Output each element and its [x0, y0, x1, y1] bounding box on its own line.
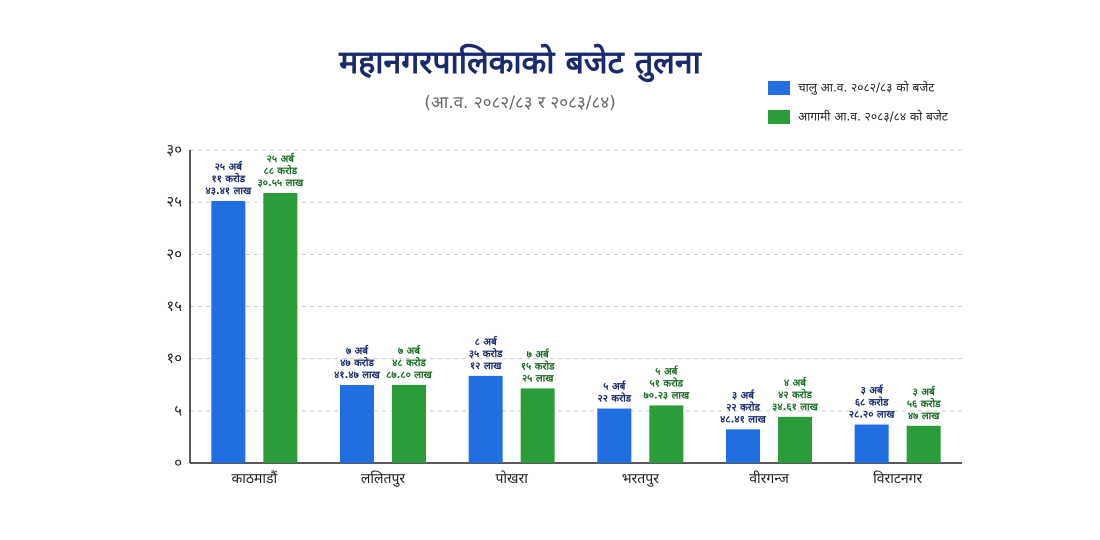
bar [340, 385, 374, 463]
bar [211, 200, 246, 464]
value-label: ८८ करोड [264, 164, 298, 177]
value-label: ४८.४१ लाख [720, 414, 766, 425]
value-label: २५ लाख [522, 373, 554, 384]
chart-subtitle: (आ.व. २०८२/८३ र २०८३/८४) [424, 93, 616, 113]
y-tick-label: १५ [166, 297, 182, 315]
bar [726, 429, 760, 463]
value-label: ७ अर्ब [398, 344, 421, 357]
value-label: १५ करोड [521, 359, 555, 372]
y-tick-label: १० [166, 349, 182, 367]
value-label: ११ करोड [212, 172, 246, 185]
legend-swatch [768, 110, 790, 124]
value-label: ३ अर्ब [913, 385, 936, 398]
value-label: ३४.६१ लाख [772, 402, 818, 413]
value-label: ८ अर्ब [475, 335, 498, 348]
y-tick-label: २५ [166, 193, 182, 211]
x-tick-label: वीरगन्ज [749, 470, 789, 487]
value-label: ३०.५५ लाख [258, 178, 304, 189]
value-label: १२ लाख [470, 361, 502, 372]
legend-label: चालु आ.व. २०८२/८३ को बजेट [798, 81, 935, 96]
chart-title: महानगरपालिकाको बजेट तुलना [338, 43, 703, 83]
y-tick-label: ५ [174, 401, 182, 419]
value-label: २२ करोड [726, 400, 760, 413]
value-label: ७ अर्ब [346, 344, 369, 357]
value-label: २५ अर्ब [215, 160, 244, 173]
x-tick-label: पोखरा [495, 470, 528, 487]
bar [597, 408, 632, 463]
bar [854, 424, 889, 463]
x-tick-label: काठमाडौं [232, 470, 278, 487]
value-label: ५ अर्ब [655, 364, 678, 377]
y-tick-label: ३० [166, 141, 182, 159]
bar [392, 384, 426, 463]
x-tick-label: भरतपुर [622, 471, 659, 487]
value-label: ३ अर्ब [861, 384, 884, 397]
value-label: २५ अर्ब [267, 152, 296, 165]
x-tick-label: विराटनगर [873, 470, 922, 487]
value-label: ४२ करोड [778, 388, 812, 401]
value-label: ४७ करोड [340, 356, 374, 369]
bar [778, 416, 812, 463]
bar [906, 425, 941, 463]
value-label: ७०.२३ लाख [644, 390, 690, 401]
value-label: ५ अर्ब [603, 380, 626, 393]
value-label: ३ अर्ब [732, 388, 755, 401]
value-label: २२ करोड [598, 392, 632, 405]
value-label: ४१.४७ लाख [334, 370, 380, 381]
legend-label: आगामी आ.व. २०८३/८४ को बजेट [798, 110, 949, 124]
value-label: ४७ लाख [908, 411, 940, 422]
value-label: ५१ करोड [650, 376, 684, 389]
value-label: ६८ करोड [855, 396, 889, 409]
bar [468, 375, 503, 463]
y-tick-label: ० [174, 454, 182, 472]
x-tick-label: ललितपुर [361, 470, 406, 487]
bar [520, 388, 555, 463]
value-label: २८.२० लाख [849, 410, 895, 421]
value-label: ३५ करोड [469, 347, 503, 360]
value-label: ४३.४१ लाख [206, 186, 252, 197]
bar [263, 192, 298, 463]
y-tick-label: २० [166, 245, 182, 263]
bar [649, 405, 684, 463]
legend-swatch [768, 81, 790, 95]
value-label: ४८ करोड [392, 356, 426, 369]
value-label: ८७.८० लाख [386, 370, 432, 381]
value-label: ७ अर्ब [527, 347, 550, 360]
value-label: ४ अर्ब [784, 376, 807, 389]
value-label: ५६ करोड [907, 397, 941, 410]
